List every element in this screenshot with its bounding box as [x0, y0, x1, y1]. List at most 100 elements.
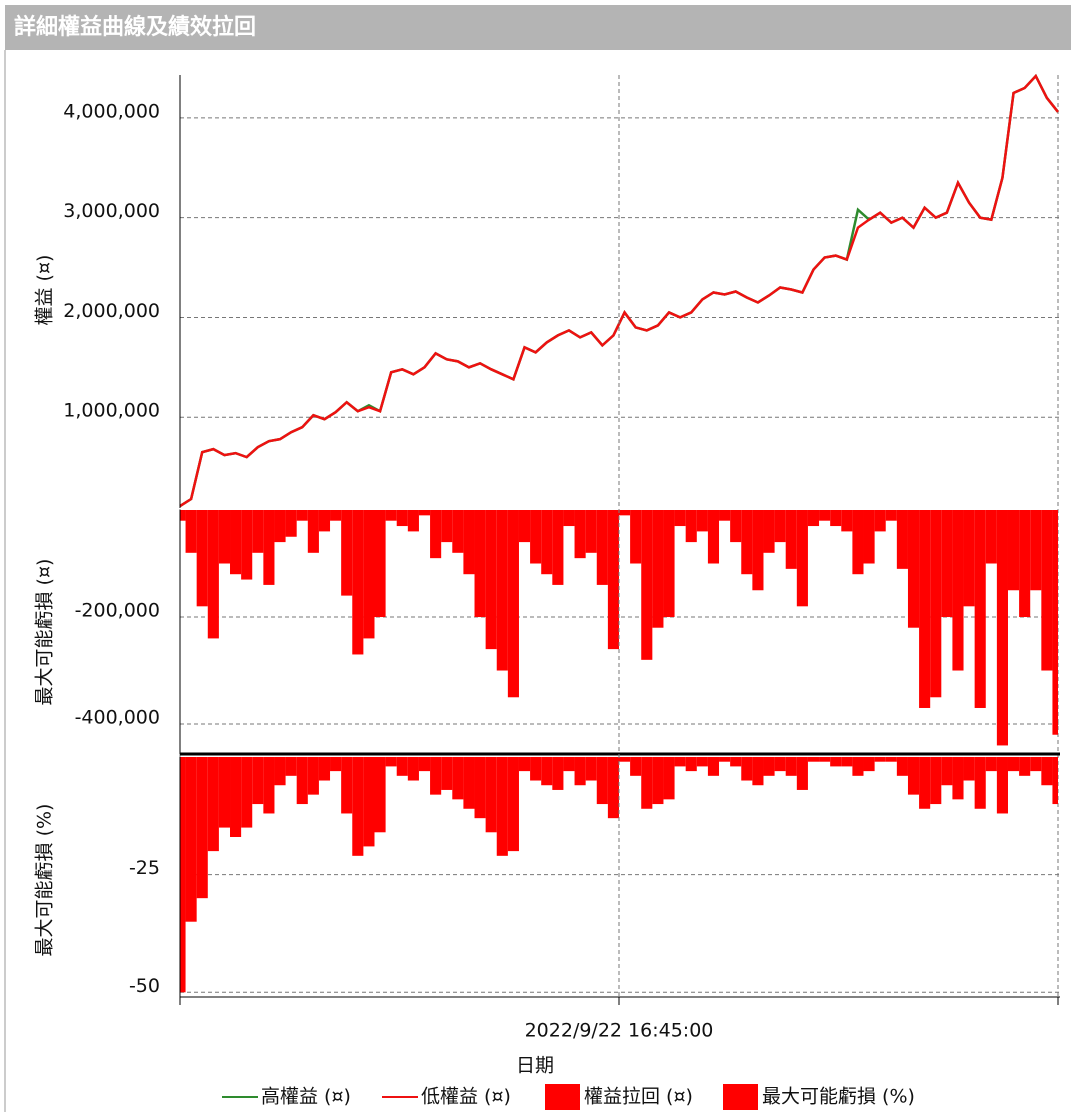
- y-tick-label: -25: [129, 857, 160, 879]
- drawdown-bar: [774, 510, 786, 543]
- drawdown-bar: [474, 757, 486, 819]
- drawdown-bar: [574, 757, 586, 786]
- drawdown-bar: [252, 757, 264, 805]
- drawdown-bar: [652, 757, 664, 805]
- drawdown-bar: [318, 510, 331, 532]
- drawdown-bar: [774, 757, 786, 772]
- drawdown-bar: [963, 510, 975, 607]
- drawdown-bar: [1019, 510, 1031, 618]
- drawdown-bar: [896, 510, 908, 569]
- drawdown-bar: [307, 510, 319, 553]
- drawdown-bar: [330, 757, 342, 772]
- drawdown-bar: [807, 510, 820, 527]
- drawdown-bar: [630, 757, 642, 776]
- legend-swatch: [545, 1084, 580, 1110]
- drawdown-bar: [1007, 757, 1020, 772]
- drawdown-bar: [974, 757, 986, 809]
- chart-title: 詳細權益曲線及績效拉回: [14, 14, 256, 40]
- drawdown-bar: [641, 510, 653, 660]
- drawdown-bar: [230, 757, 242, 837]
- drawdown-bar: [941, 510, 953, 618]
- drawdown-bar: [719, 757, 731, 762]
- legend-label: 高權益 (¤): [261, 1086, 351, 1108]
- drawdown-bar: [1041, 757, 1053, 786]
- drawdown-bar: [241, 510, 253, 580]
- drawdown-bar: [352, 757, 364, 856]
- drawdown-bar: [796, 757, 808, 790]
- drawdown-bar: [296, 757, 308, 805]
- drawdown-bar: [730, 510, 742, 543]
- drawdown-bar: [596, 510, 608, 585]
- drawdown-bar: [1041, 510, 1053, 671]
- drawdown-bar: [185, 757, 197, 922]
- drawdown-bar: [896, 757, 908, 776]
- drawdown-bar: [563, 510, 575, 527]
- drawdown-bar: [707, 510, 720, 564]
- drawdown-bar: [674, 757, 686, 767]
- drawdown-bar: [696, 757, 708, 767]
- drawdown-bar: [407, 757, 419, 781]
- drawdown-bar: [196, 510, 208, 607]
- drawdown-bar: [474, 510, 486, 618]
- drawdown-bar: [852, 757, 864, 776]
- drawdown-bar: [741, 757, 753, 781]
- drawdown-bar: [263, 757, 275, 814]
- drawdown-bar: [218, 510, 231, 564]
- drawdown-bar: [180, 510, 186, 521]
- drawdown-bar: [418, 510, 431, 516]
- drawdown-bar: [552, 757, 564, 790]
- y-tick-label: 3,000,000: [63, 200, 160, 222]
- drawdown-bar: [463, 510, 475, 575]
- drawdown-bar: [207, 510, 219, 639]
- legend-label: 權益拉回 (¤): [584, 1086, 693, 1108]
- drawdown-bar: [719, 510, 731, 521]
- drawdown-bar: [919, 510, 931, 708]
- drawdown-bar: [518, 510, 531, 543]
- drawdown-bar: [974, 510, 986, 708]
- drawdown-bar: [307, 757, 319, 795]
- drawdown-bar: [507, 510, 519, 698]
- drawdown-bar: [874, 757, 886, 762]
- drawdown-bar: [185, 510, 197, 553]
- y-tick-label: -400,000: [75, 707, 160, 729]
- drawdown-bar: [296, 510, 308, 521]
- drawdown-bar: [441, 510, 453, 543]
- drawdown-bar: [1030, 510, 1042, 591]
- drawdown-bar: [374, 757, 386, 833]
- drawdown-bar: [285, 757, 297, 776]
- drawdown-bar: [674, 510, 686, 527]
- drawdown-bar: [385, 510, 397, 521]
- drawdown-bar: [696, 510, 708, 532]
- drawdown-bar: [496, 757, 508, 856]
- drawdown-bar: [841, 757, 853, 767]
- drawdown-bar: [374, 510, 386, 618]
- y-axis-label: 最大可能虧損 (¤): [34, 559, 56, 706]
- drawdown-bar: [685, 757, 697, 772]
- drawdown-bar: [252, 510, 264, 553]
- drawdown-bar: [452, 510, 464, 553]
- drawdown-bar: [1007, 510, 1020, 591]
- drawdown-bar: [563, 757, 575, 772]
- drawdown-bar: [530, 757, 542, 781]
- y-tick-label: -200,000: [75, 600, 160, 622]
- drawdown-bar: [352, 510, 364, 655]
- drawdown-bar: [585, 510, 597, 553]
- drawdown-bar: [552, 510, 564, 585]
- drawdown-bar: [274, 510, 286, 543]
- drawdown-bar: [930, 757, 942, 805]
- drawdown-bar: [985, 757, 997, 772]
- drawdown-bar: [785, 510, 797, 569]
- drawdown-bar: [985, 510, 997, 564]
- drawdown-bar: [541, 510, 553, 575]
- drawdown-bar: [830, 510, 842, 527]
- legend-swatch: [723, 1084, 758, 1110]
- drawdown-bar: [785, 757, 797, 776]
- drawdown-bar: [430, 510, 442, 559]
- drawdown-bar: [874, 510, 886, 532]
- drawdown-bar: [619, 757, 631, 762]
- drawdown-bar: [341, 510, 353, 596]
- drawdown-bar: [363, 510, 375, 639]
- drawdown-bar: [941, 757, 953, 786]
- y-tick-label: 1,000,000: [63, 400, 160, 422]
